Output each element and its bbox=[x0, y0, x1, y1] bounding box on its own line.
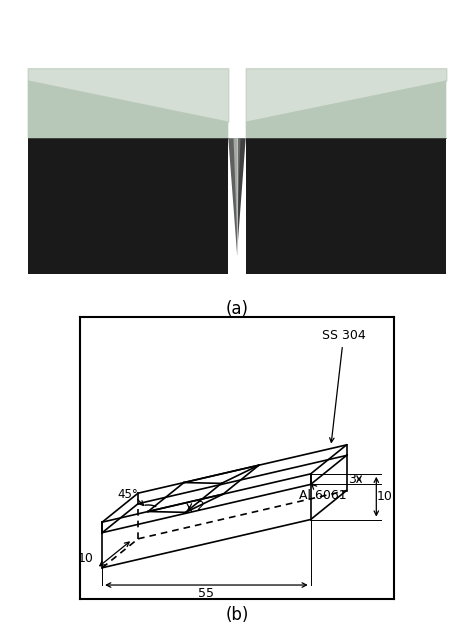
Text: 10: 10 bbox=[78, 552, 94, 564]
Polygon shape bbox=[246, 138, 447, 274]
Polygon shape bbox=[246, 81, 447, 138]
Polygon shape bbox=[234, 138, 237, 233]
Polygon shape bbox=[237, 138, 240, 233]
Polygon shape bbox=[27, 81, 228, 138]
Text: 2: 2 bbox=[196, 500, 204, 512]
Polygon shape bbox=[228, 138, 237, 254]
Text: 55: 55 bbox=[199, 587, 214, 600]
Text: Al 6061: Al 6061 bbox=[299, 484, 346, 502]
Text: 3: 3 bbox=[348, 472, 356, 486]
Text: 45°: 45° bbox=[118, 488, 138, 501]
Polygon shape bbox=[237, 138, 246, 254]
Text: (a): (a) bbox=[226, 301, 248, 318]
Text: 10: 10 bbox=[376, 490, 392, 503]
Text: SS 304: SS 304 bbox=[322, 329, 365, 443]
Text: (b): (b) bbox=[225, 606, 249, 624]
Polygon shape bbox=[27, 138, 228, 274]
